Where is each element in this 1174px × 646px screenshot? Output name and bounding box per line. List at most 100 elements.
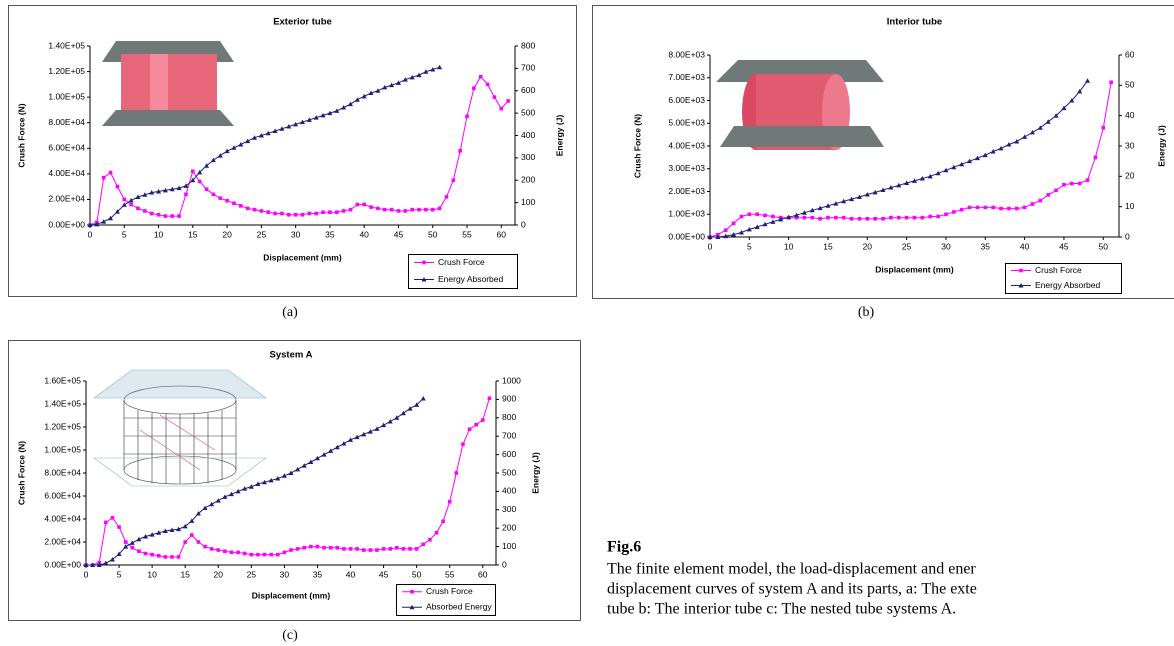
data-point xyxy=(198,180,202,184)
y-tick-label: 4.00E+03 xyxy=(668,140,705,150)
x-tick-label: 35 xyxy=(313,569,323,579)
x-tick-label: 15 xyxy=(188,229,198,239)
x-tick-label: 10 xyxy=(154,229,164,239)
y2-tick-label: 0 xyxy=(521,219,526,229)
data-point xyxy=(991,206,995,210)
x-tick-label: 0 xyxy=(708,241,713,251)
chart-title: Interior tube xyxy=(887,17,942,28)
data-point xyxy=(944,212,948,216)
y-tick-label: 2.00E+04 xyxy=(44,536,81,546)
data-point xyxy=(1078,182,1082,186)
legend-label: Crush Force xyxy=(1035,265,1082,275)
data-point xyxy=(335,546,339,550)
x-tick-label: 30 xyxy=(941,241,951,251)
y2-tick-label: 10 xyxy=(1125,201,1135,211)
y2-tick-label: 200 xyxy=(521,175,535,185)
data-point xyxy=(355,547,359,551)
data-point xyxy=(177,555,181,559)
y-tick-label: 1.00E+05 xyxy=(44,444,81,454)
data-point xyxy=(936,215,940,219)
data-point xyxy=(960,208,964,212)
data-point xyxy=(732,222,736,226)
data-point xyxy=(374,426,379,431)
x-tick-label: 40 xyxy=(346,569,356,579)
y2-tick-label: 500 xyxy=(521,107,535,117)
y-tick-label: 1.20E+05 xyxy=(48,66,85,76)
y-tick-label: 3.00E+03 xyxy=(668,163,705,173)
y2-tick-label: 30 xyxy=(1125,140,1135,150)
data-point xyxy=(724,228,728,232)
data-point xyxy=(834,216,838,220)
x-tick-label: 55 xyxy=(462,229,472,239)
y2-tick-label: 1000 xyxy=(502,375,521,385)
y-axis-title: Crush Force (N) xyxy=(16,103,26,167)
data-point xyxy=(455,471,459,475)
data-point xyxy=(190,533,194,537)
data-point xyxy=(225,149,230,154)
data-point xyxy=(458,149,462,153)
data-point xyxy=(230,551,234,555)
data-point xyxy=(397,209,401,213)
x-tick-label: 10 xyxy=(147,569,157,579)
data-point xyxy=(369,548,373,552)
data-point xyxy=(101,219,106,224)
data-point xyxy=(341,441,346,446)
data-point xyxy=(437,65,442,70)
data-point xyxy=(205,187,209,191)
data-point xyxy=(382,547,386,551)
y2-axis-title: Energy (J) xyxy=(1156,125,1166,167)
y2-axis-title: Energy (J) xyxy=(530,452,540,494)
data-point xyxy=(250,553,254,557)
data-point xyxy=(342,209,346,213)
data-point xyxy=(116,185,120,189)
data-point xyxy=(905,216,909,220)
x-tick-label: 0 xyxy=(88,229,93,239)
data-point xyxy=(441,520,445,524)
legend-label: Energy Absorbed xyxy=(1035,280,1100,290)
data-point xyxy=(322,546,326,550)
data-point xyxy=(438,207,442,211)
data-point xyxy=(396,80,401,85)
legend-marker xyxy=(1019,269,1023,273)
model-interior xyxy=(716,60,884,150)
data-point xyxy=(388,547,392,551)
data-point xyxy=(417,208,421,212)
data-point xyxy=(321,210,325,214)
y2-tick-label: 20 xyxy=(1125,171,1135,181)
y-tick-label: 6.00E+04 xyxy=(44,490,81,500)
data-point xyxy=(375,88,380,93)
data-point xyxy=(301,213,305,217)
data-point xyxy=(231,145,236,150)
data-point xyxy=(130,540,135,545)
y-tick-label: 2.00E+03 xyxy=(668,186,705,196)
data-point xyxy=(1039,199,1043,203)
data-point xyxy=(740,215,744,219)
y-tick-label: 1.20E+05 xyxy=(44,421,81,431)
data-point xyxy=(375,548,379,552)
data-point xyxy=(410,208,414,212)
chart-frame xyxy=(9,341,581,621)
legend-marker xyxy=(422,261,426,265)
y2-tick-label: 800 xyxy=(502,412,516,422)
legend-label: Absorbed Energy xyxy=(426,602,492,612)
data-point xyxy=(209,502,214,507)
x-tick-label: 30 xyxy=(291,229,301,239)
data-point xyxy=(283,551,287,555)
data-point xyxy=(349,547,353,551)
y2-tick-label: 900 xyxy=(502,394,516,404)
data-point xyxy=(122,198,126,202)
data-point xyxy=(203,545,207,549)
data-point xyxy=(316,545,320,549)
legend-marker xyxy=(410,590,414,594)
data-point xyxy=(488,396,492,400)
data-point xyxy=(223,549,227,553)
data-point xyxy=(1109,81,1113,85)
y2-tick-label: 700 xyxy=(502,430,516,440)
data-point xyxy=(415,547,419,551)
data-point xyxy=(348,102,353,107)
x-tick-label: 25 xyxy=(257,229,267,239)
x-tick-label: 60 xyxy=(497,229,507,239)
data-point xyxy=(1101,126,1105,130)
y-tick-label: 2.00E+04 xyxy=(48,194,85,204)
y2-tick-label: 600 xyxy=(502,449,516,459)
